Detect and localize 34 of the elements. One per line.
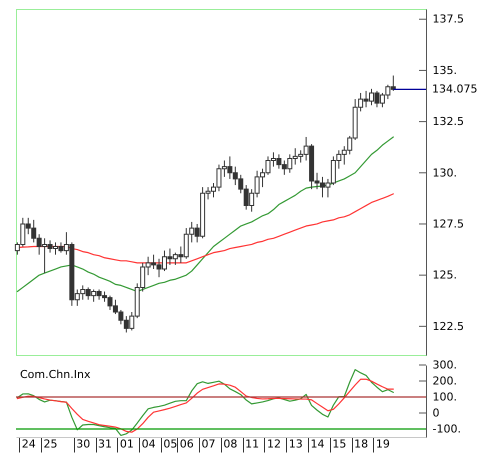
y-tick-label: 127.5 (432, 217, 464, 230)
line-series (16, 369, 394, 436)
y-tick-label: 200. (432, 374, 457, 388)
x-tick-label: 12 (266, 438, 281, 450)
y-tick-label: 122.5 (432, 320, 464, 333)
x-tick-label: 19 (376, 438, 390, 450)
y-tick-label: 125. (432, 268, 457, 282)
line-series (16, 378, 394, 433)
x-tick-label: 15 (332, 438, 346, 450)
ref-line-label: 134.075 (432, 82, 478, 96)
y-tick-label: 100. (432, 390, 457, 404)
x-tick-label: 24 (22, 438, 36, 450)
y-tick-label: 132.5 (432, 115, 464, 128)
x-tick-label: 01 (120, 438, 134, 450)
x-tick-label: 25 (44, 438, 58, 450)
y-tick-label: 130. (432, 166, 457, 180)
x-tick-label: 05 (163, 438, 178, 450)
x-tick-label: 06 (180, 438, 194, 450)
x-tick-label: 18 (354, 438, 368, 450)
y-tick-label: -100. (432, 422, 461, 436)
x-tick-label: 13 (288, 438, 303, 450)
line-series (16, 136, 394, 292)
y-tick-label: 137.5 (432, 12, 464, 26)
x-tick-label: 08 (223, 438, 238, 450)
x-tick-label: 11 (245, 438, 260, 450)
x-tick-label: 30 (76, 438, 90, 450)
y-tick-label: 135. (432, 64, 457, 77)
chart-title: Com.Chn.Inx (20, 368, 91, 381)
x-tick-label: 14 (310, 438, 325, 450)
y-tick-label: 300. (432, 358, 457, 372)
x-tick-label: 04 (142, 438, 156, 450)
x-tick-label: 07 (202, 438, 216, 450)
x-tick-label: 31 (98, 438, 112, 450)
y-tick-label: 0 (432, 406, 440, 420)
